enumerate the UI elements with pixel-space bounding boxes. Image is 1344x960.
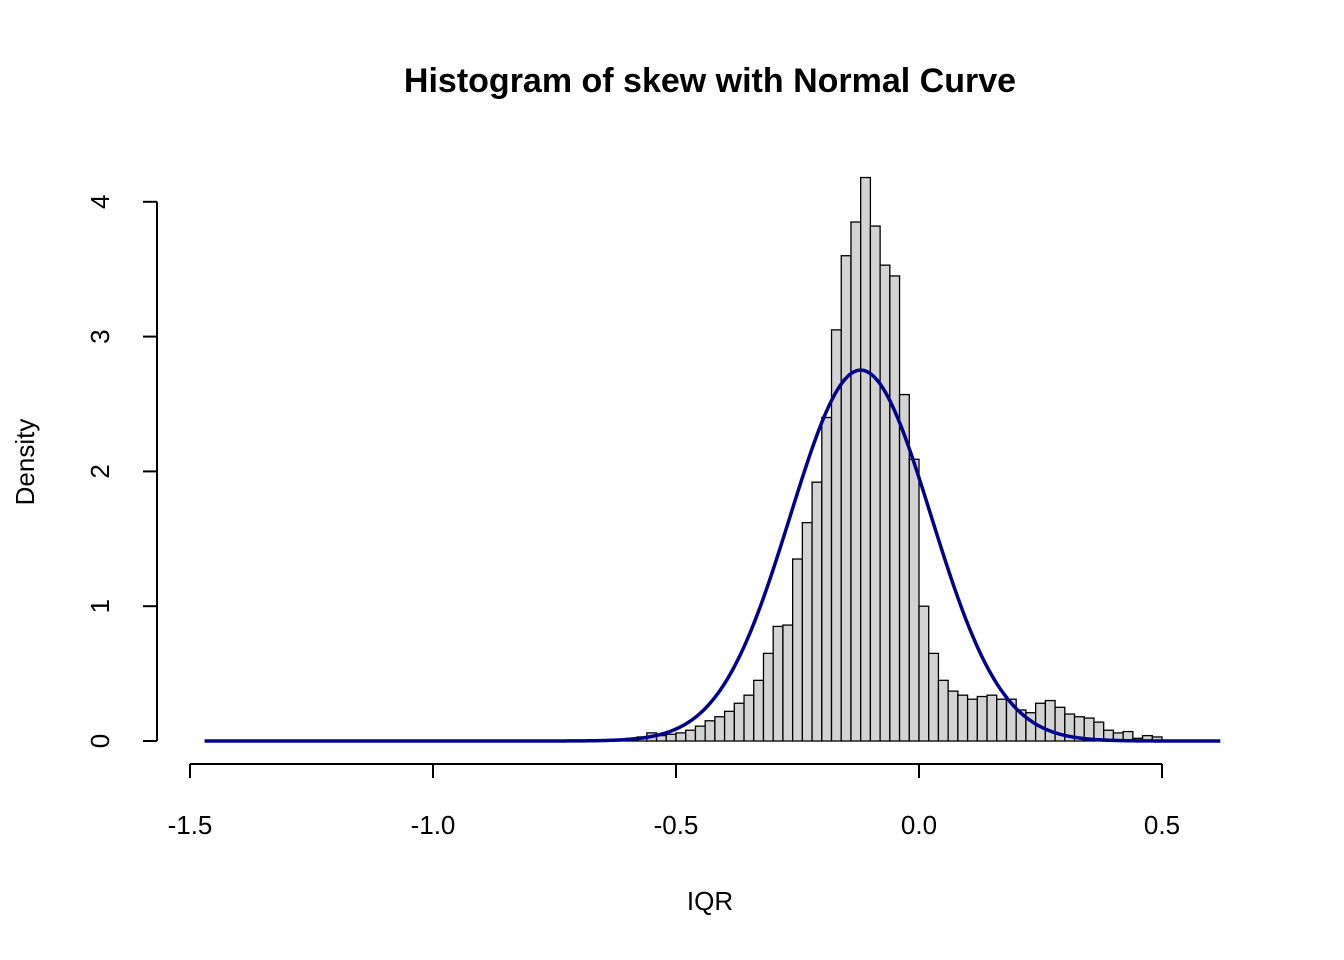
histogram-bar [811,481,823,742]
x-tick-label: -1.5 [168,810,213,840]
histogram-bar [743,694,755,742]
histogram-bar [947,690,959,742]
histogram-bar [665,733,677,742]
histogram-bar [869,225,881,742]
histogram-bar [908,458,920,742]
histogram-bar [694,725,706,742]
x-axis-label: IQR [687,886,733,916]
histogram-bar [714,716,726,742]
histogram-bar [782,624,794,742]
normal-curve-line [204,368,1221,743]
histogram-bar [1044,699,1056,742]
histogram-bars [587,176,1163,742]
histogram-bar [996,698,1008,742]
histogram-bar [976,695,988,742]
x-tick-label: 0.5 [1144,810,1180,840]
y-tick-label: 2 [85,464,115,478]
histogram-bar [850,221,862,742]
histogram-bar [918,605,930,742]
histogram-bar [937,679,949,742]
histogram-bar [986,694,998,742]
histogram-bar [821,416,833,742]
y-tick-label: 4 [85,195,115,209]
y-axis: 0 1 2 3 4 [85,195,158,748]
histogram-bar [966,698,978,742]
histogram-bar [733,702,745,742]
y-tick-label: 0 [85,734,115,748]
x-tick-label: 0.0 [901,810,937,840]
histogram-bar [723,710,735,742]
histogram-bar [879,264,891,742]
x-tick-label: -1.0 [411,810,456,840]
histogram-bar [791,558,804,742]
histogram-bar [685,729,697,742]
histogram-bar [753,679,765,742]
x-tick-label: -0.5 [654,810,699,840]
histogram-bar [772,625,784,742]
y-axis-label: Density [10,419,40,506]
histogram-bar [675,732,687,742]
x-axis: -1.5 -1.0 -0.5 0.0 0.5 [168,763,1180,840]
histogram-bar [957,694,969,742]
histogram-bar [840,255,852,742]
y-tick-label: 3 [85,329,115,343]
histogram-bar [1034,702,1047,742]
histogram-bar [704,720,716,742]
histogram-bar [928,652,940,742]
histogram-bar [860,176,872,742]
histogram-bar [801,521,813,742]
y-tick-label: 1 [85,599,115,613]
chart-title: Histogram of skew with Normal Curve [404,62,1016,100]
histogram-bar [762,652,774,742]
histogram-bar [889,275,901,742]
